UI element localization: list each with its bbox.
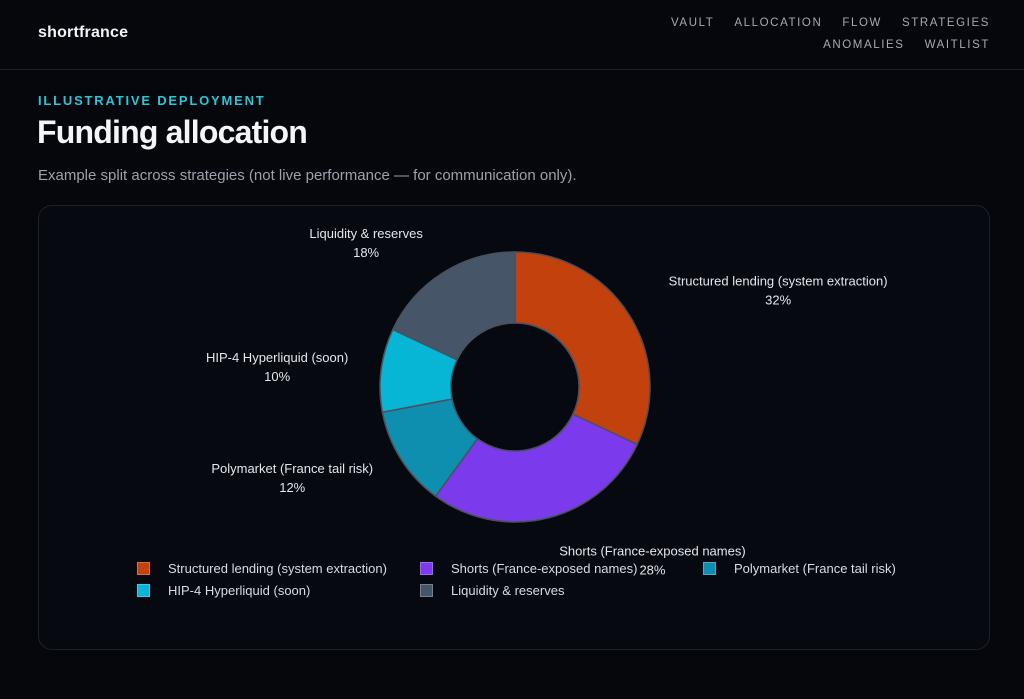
slice-label-polymarket: Polymarket (France tail risk) 12%: [211, 461, 373, 495]
slice-value-hip4-hyperliquid: 10%: [264, 369, 290, 384]
legend-swatch-liquidity-reserves: [420, 584, 433, 597]
slice-label-shorts: Shorts (France-exposed names) 28%: [559, 543, 745, 577]
page-title: Funding allocation: [37, 114, 308, 150]
nav-strategies[interactable]: STRATEGIES: [902, 17, 990, 29]
legend-label-polymarket: Polymarket (France tail risk): [734, 561, 896, 576]
legend-swatch-shorts: [420, 562, 433, 575]
brand-logo[interactable]: shortfrance: [38, 24, 129, 41]
slice-value-liquidity-reserves: 18%: [353, 245, 379, 260]
slice-value-structured-lending: 32%: [765, 292, 791, 307]
slice-shorts[interactable]: [434, 413, 639, 523]
legend-swatch-polymarket: [703, 562, 716, 575]
nav-anomalies[interactable]: ANOMALIES: [823, 39, 905, 51]
slice-label-structured-lending: Structured lending (system extraction) 32…: [669, 273, 888, 307]
slice-structured-lending[interactable]: [514, 251, 651, 446]
donut-chart: Structured lending (system extraction) 32…: [206, 226, 888, 578]
main-nav: VAULT ALLOCATION FLOW STRATEGIES ANOMALI…: [560, 15, 990, 53]
nav-waitlist[interactable]: WAITLIST: [924, 39, 990, 51]
legend-swatch-hip4-hyperliquid: [137, 584, 150, 597]
slice-label-hip4-hyperliquid: HIP-4 Hyperliquid (soon) 10%: [206, 350, 348, 384]
slice-value-polymarket: 12%: [279, 480, 305, 495]
nav-allocation[interactable]: ALLOCATION: [734, 17, 823, 29]
legend-label-shorts: Shorts (France-exposed names): [451, 561, 638, 576]
legend-label-hip4-hyperliquid: HIP-4 Hyperliquid (soon): [168, 583, 311, 598]
top-bar: shortfrance VAULT ALLOCATION FLOW STRATE…: [0, 0, 1024, 70]
slice-value-shorts: 28%: [639, 562, 665, 577]
slice-label-liquidity-reserves: Liquidity & reserves 18%: [309, 226, 423, 260]
legend-label-liquidity-reserves: Liquidity & reserves: [451, 583, 565, 598]
legend-item-structured-lending[interactable]: Structured lending (system extraction): [137, 561, 387, 576]
nav-vault[interactable]: VAULT: [671, 17, 715, 29]
legend-item-shorts[interactable]: Shorts (France-exposed names): [420, 561, 637, 576]
slice-liquidity-reserves[interactable]: [391, 251, 516, 361]
legend-item-polymarket[interactable]: Polymarket (France tail risk): [703, 561, 896, 576]
legend-swatch-structured-lending: [137, 562, 150, 575]
page-subtitle: Example split across strategies (not liv…: [38, 167, 577, 184]
section-eyebrow: ILLUSTRATIVE DEPLOYMENT: [38, 93, 266, 108]
legend-item-liquidity-reserves[interactable]: Liquidity & reserves: [420, 583, 564, 598]
chart-card: Structured lending (system extraction) 32…: [38, 205, 990, 650]
nav-flow[interactable]: FLOW: [842, 17, 882, 29]
legend-item-hip4-hyperliquid[interactable]: HIP-4 Hyperliquid (soon): [137, 583, 310, 598]
legend-label-structured-lending: Structured lending (system extraction): [168, 561, 387, 576]
